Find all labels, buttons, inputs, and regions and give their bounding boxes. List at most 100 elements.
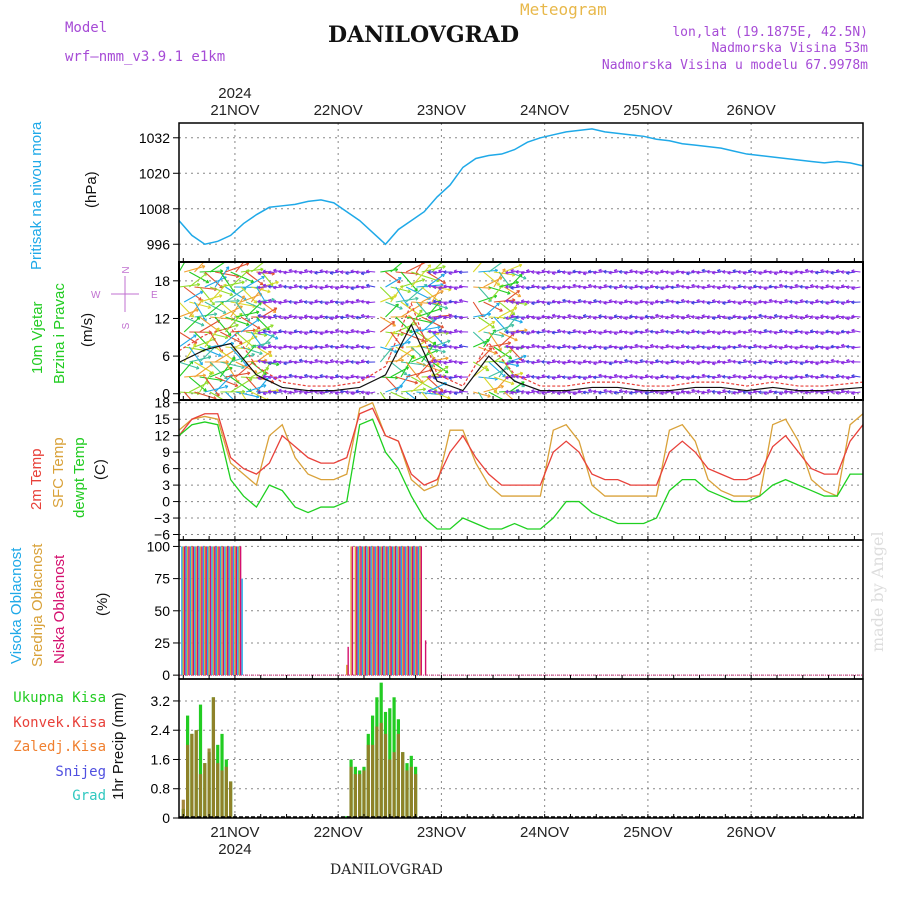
wind-arrow-head — [846, 391, 850, 395]
wind-arrow-head — [515, 376, 519, 379]
wind-arrow — [235, 286, 260, 289]
wind-arrow-head — [789, 332, 793, 335]
wind-arrow-head — [660, 347, 664, 350]
wind-arrow-head — [446, 369, 449, 373]
wind-arrow-head — [355, 362, 359, 365]
wind-arrow-head — [531, 330, 535, 334]
wind-arrow-head — [753, 345, 757, 348]
wind-arrow-head — [691, 284, 695, 288]
precip-conv-bar — [358, 774, 362, 818]
wind-arrow-head — [603, 348, 607, 351]
wind-arrow-head — [515, 285, 519, 289]
wind-arrow-head — [259, 351, 263, 355]
wind-arrow-head — [443, 258, 446, 259]
wind-arrow-head — [448, 300, 452, 304]
wind-arrow — [361, 271, 371, 275]
wind-arrow-head — [634, 376, 638, 379]
wind-arrow-head — [262, 330, 266, 333]
wind-arrow-head — [763, 347, 767, 350]
wind-arrow-head — [556, 330, 560, 333]
wind-arrow — [246, 359, 268, 363]
wind-arrow-head — [815, 331, 819, 335]
wind-arrow-head — [192, 314, 195, 318]
wind-arrow-head — [551, 332, 555, 335]
wind-arrow-head — [391, 330, 396, 334]
wind-arrow-head — [319, 392, 323, 395]
wind-arrow-head — [355, 390, 359, 394]
wind-arrow-head — [520, 272, 525, 275]
wind-arrow-head — [273, 332, 277, 335]
wind-arrow-head — [531, 344, 535, 348]
wind-arrow-head — [283, 272, 287, 275]
wind-arrow-head — [686, 315, 689, 318]
wind-arrow-head — [288, 315, 292, 319]
wind-arrow-head — [753, 362, 757, 365]
top-day-label: 26NOV — [727, 102, 776, 119]
wind-arrow-head — [572, 393, 576, 396]
wind-arrow-head — [825, 302, 829, 305]
wind-arrow-head — [572, 316, 576, 319]
wind-arrow — [189, 301, 211, 309]
wind-arrow-head — [496, 302, 500, 305]
wind-arrow-head — [753, 376, 757, 379]
wind-arrow-head — [304, 333, 308, 336]
wind-arrow-head — [523, 354, 527, 357]
wind-arrow-head — [434, 410, 437, 411]
wind-arrow-head — [789, 346, 793, 350]
wind-arrow-head — [840, 317, 844, 320]
wind-arrow-head — [445, 258, 446, 261]
wind-arrow — [526, 331, 536, 335]
wind-arrow-head — [747, 361, 751, 364]
wind-arrow-head — [670, 378, 674, 381]
wind-arrow — [825, 346, 835, 350]
wind-arrow — [380, 316, 396, 327]
wind-arrow-head — [665, 331, 669, 334]
wind-arrow — [400, 278, 425, 288]
bottom-day-label: 26NOV — [727, 824, 776, 841]
wind-arrow — [380, 376, 398, 379]
wind-arrow-head — [360, 360, 364, 364]
wind-arrow-head — [541, 329, 545, 333]
wind-arrow-head — [278, 389, 282, 393]
wind-arrow-head — [799, 272, 803, 275]
wind-arrow-head — [531, 303, 535, 306]
wind-arrow-head — [223, 310, 227, 314]
wind-arrow-head — [650, 303, 654, 306]
wind-arrow-head — [618, 376, 622, 379]
wind-arrow-head — [815, 345, 819, 349]
wind-arrow-head — [314, 286, 318, 289]
wind-arrow-head — [340, 345, 344, 348]
wind-arrow-head — [835, 361, 839, 364]
wind-arrow-head — [840, 330, 844, 334]
wind-arrow-head — [572, 302, 576, 305]
wind-arrow — [199, 371, 213, 393]
wind-arrow-head — [293, 390, 297, 393]
wind-arrow-head — [742, 332, 746, 335]
wind-arrow — [820, 360, 830, 363]
wind-arrow-head — [267, 272, 271, 275]
wind-arrow-head — [314, 318, 318, 321]
wind-arrow-head — [660, 316, 664, 319]
wind-arrow-head — [520, 332, 524, 335]
wind-arrow-head — [260, 267, 264, 270]
wind-arrow-head — [846, 377, 850, 380]
wind-arrow — [340, 301, 350, 305]
wind-arrow-head — [257, 391, 261, 395]
wind-arrow-head — [763, 330, 767, 333]
wind-arrow-head — [835, 392, 839, 395]
wind-arrow-head — [598, 287, 602, 290]
wind-arrow-head — [618, 390, 622, 393]
wind-arrow-head — [541, 347, 545, 350]
wind-arrow — [488, 367, 510, 378]
wind-arrow — [665, 285, 675, 288]
wind-arrow-head — [722, 271, 726, 274]
wind-arrow-head — [717, 287, 721, 290]
wind-arrow-head — [727, 332, 731, 335]
wind-arrow — [385, 271, 401, 284]
wind-arrow-head — [230, 292, 234, 296]
wind-arrow-head — [525, 315, 529, 319]
wind-arrow-head — [742, 346, 746, 349]
wind-arrow-head — [768, 285, 772, 289]
wind-arrow-head — [541, 375, 545, 379]
wind-arrow-head — [742, 377, 747, 380]
